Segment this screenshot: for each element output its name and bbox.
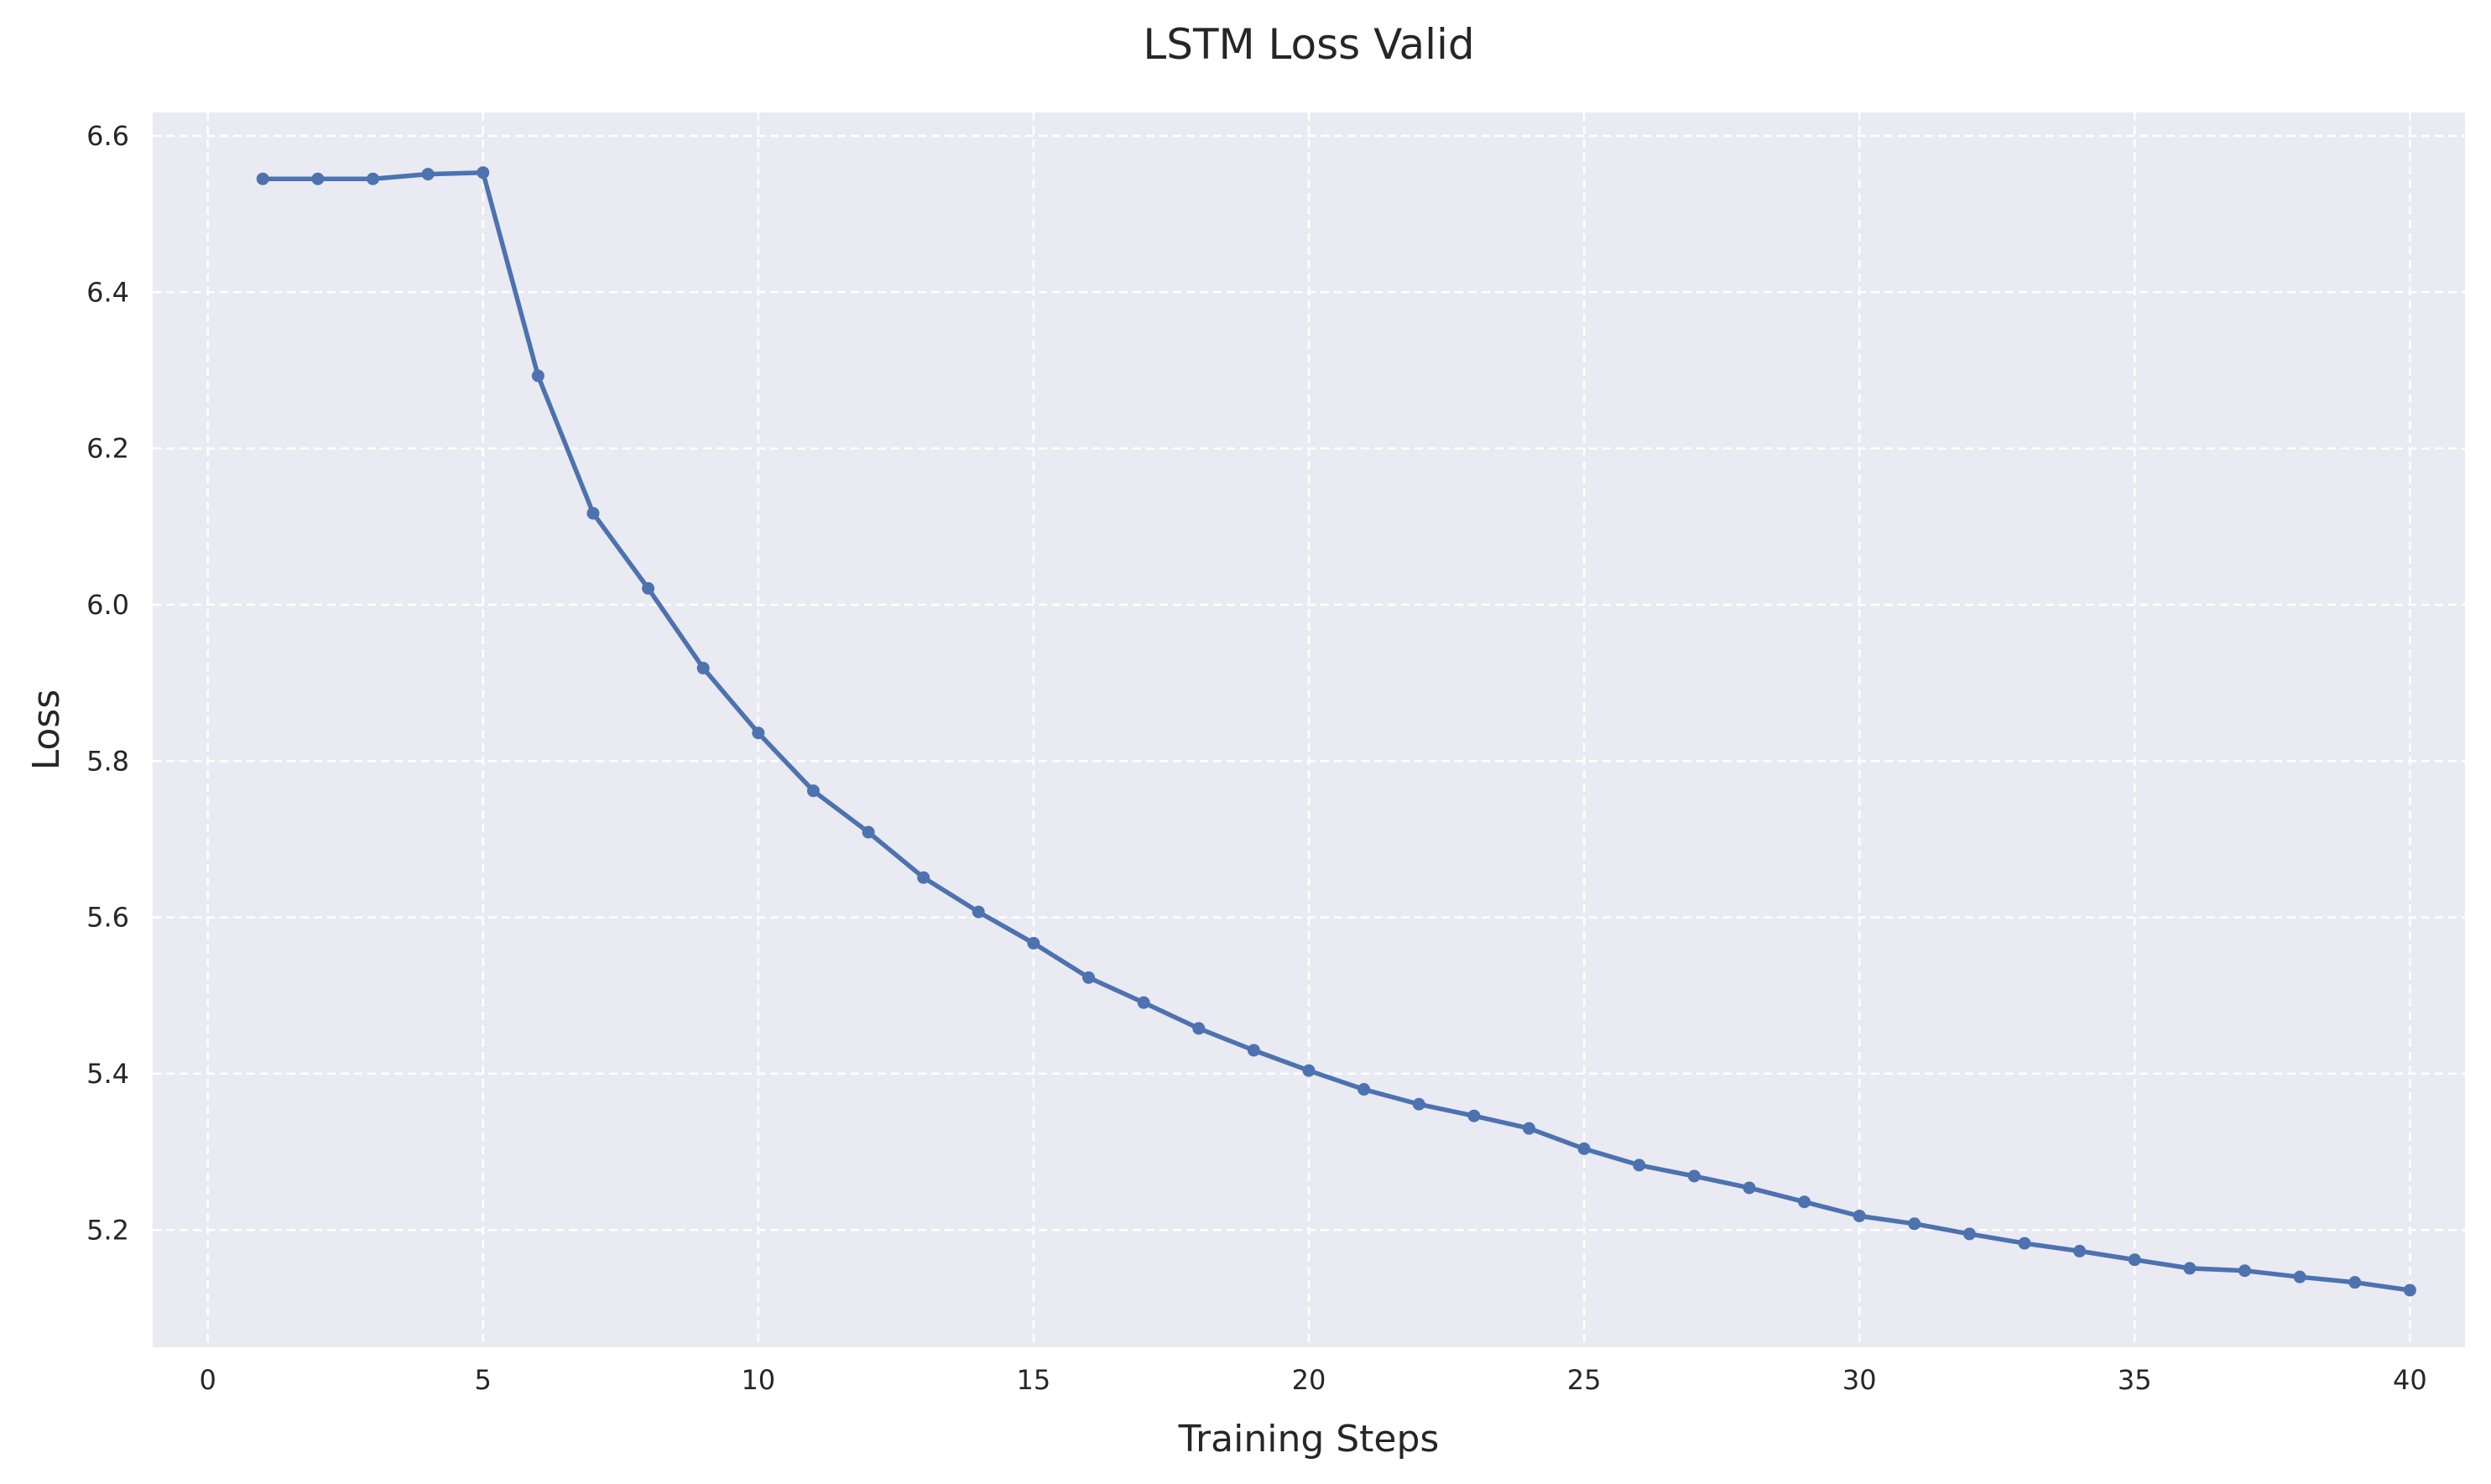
data-point: [1853, 1209, 1866, 1222]
x-tick-label: 40: [2393, 1364, 2427, 1396]
data-point: [2073, 1244, 2087, 1257]
data-point: [2348, 1276, 2362, 1289]
y-tick-label: 5.2: [86, 1214, 129, 1246]
y-tick-label: 5.8: [86, 745, 129, 777]
data-point: [752, 726, 765, 740]
x-tick-label: 15: [1017, 1364, 1051, 1396]
x-tick-label: 10: [741, 1364, 775, 1396]
y-axis-label: Loss: [25, 690, 68, 771]
data-point: [311, 172, 325, 185]
data-point: [2018, 1237, 2031, 1250]
data-point: [1467, 1109, 1481, 1122]
x-tick-label: 5: [475, 1364, 492, 1396]
data-point: [1798, 1195, 1811, 1209]
data-point: [1633, 1159, 1646, 1172]
data-point: [256, 172, 269, 185]
y-tick-label: 6.0: [86, 589, 129, 621]
data-point: [1082, 971, 1096, 984]
data-point: [2183, 1262, 2197, 1275]
data-point: [366, 172, 379, 185]
y-tick-label: 6.2: [86, 433, 129, 465]
y-tick-label: 6.6: [86, 120, 129, 152]
data-point: [1027, 936, 1040, 950]
data-point: [862, 825, 875, 839]
data-point: [1302, 1064, 1316, 1077]
x-tick-label: 25: [1567, 1364, 1602, 1396]
y-tick-label: 5.4: [86, 1058, 129, 1090]
data-point: [1358, 1083, 1371, 1096]
data-point: [642, 581, 655, 595]
data-point: [1522, 1122, 1535, 1135]
data-point: [2403, 1284, 2416, 1297]
data-point: [1137, 996, 1150, 1009]
x-axis-ticks: 0 5 10 15 20 25 30 35 40: [199, 1364, 2426, 1396]
data-point: [1247, 1044, 1260, 1057]
data-point: [1962, 1227, 1976, 1241]
data-point: [2238, 1264, 2252, 1278]
x-tick-label: 30: [1842, 1364, 1877, 1396]
data-point: [586, 507, 600, 520]
data-point: [1192, 1022, 1206, 1035]
data-point: [806, 784, 820, 798]
series-group: [256, 166, 2416, 1297]
data-point: [917, 871, 930, 884]
series-line: [260, 169, 2413, 1293]
x-tick-label: 35: [2118, 1364, 2152, 1396]
x-tick-label: 0: [199, 1364, 216, 1396]
y-tick-label: 5.6: [86, 902, 129, 934]
data-point: [972, 905, 985, 919]
data-point: [1908, 1217, 1921, 1231]
data-point: [696, 661, 710, 674]
x-tick-label: 20: [1292, 1364, 1326, 1396]
data-point: [1577, 1142, 1591, 1155]
data-point: [531, 369, 545, 383]
data-point: [2293, 1270, 2306, 1284]
data-point: [1687, 1169, 1701, 1183]
data-point: [477, 166, 490, 180]
chart-title: LSTM Loss Valid: [1143, 20, 1474, 69]
data-point: [1743, 1181, 1756, 1195]
data-point: [2128, 1253, 2141, 1267]
data-point: [1412, 1097, 1425, 1111]
x-axis-label: Training Steps: [1178, 1418, 1440, 1461]
y-tick-label: 6.4: [86, 276, 129, 308]
y-axis-ticks: 5.2 5.4 5.6 5.8 6.0 6.2 6.4 6.6: [86, 120, 129, 1246]
data-point: [421, 168, 435, 181]
